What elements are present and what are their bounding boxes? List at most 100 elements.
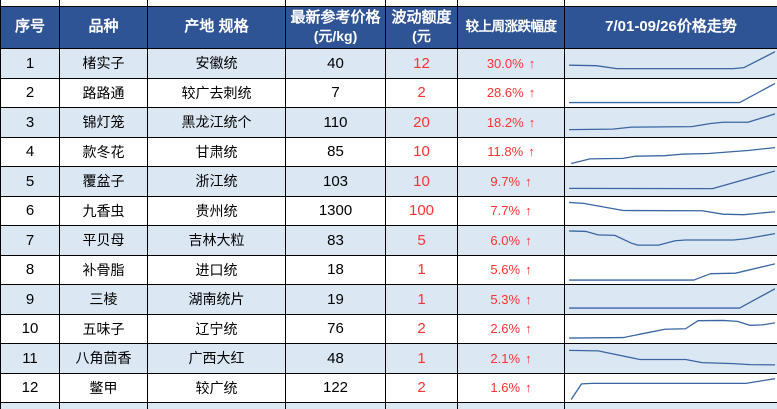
cell-weekly-change: 2.6% ↑ <box>458 314 565 343</box>
cell-index: 11 <box>1 344 60 373</box>
header-index: 序号 <box>1 7 60 48</box>
cell-weekly-change: 30.0% ↑ <box>458 49 565 78</box>
change-value: 28.6% <box>486 85 524 101</box>
table-row: 7 平贝母 吉林大粒 83 5 6.0% ↑ <box>1 226 777 256</box>
cell-fluctuation: 2 <box>386 373 458 402</box>
cell-price: 85 <box>286 137 386 166</box>
grid-cell <box>1 0 60 6</box>
grid-cell <box>458 0 565 6</box>
change-value: 6.0% <box>490 232 521 248</box>
up-arrow-icon: ↑ <box>528 114 536 130</box>
cell-weekly-change: 9.7% ↑ <box>458 167 565 196</box>
up-arrow-icon: ↑ <box>525 380 532 396</box>
cell-index: 10 <box>1 314 60 343</box>
up-arrow-icon: ↑ <box>528 55 536 71</box>
cell-index: 3 <box>1 108 60 137</box>
header-fluct-line1: 波动额度 <box>391 9 452 27</box>
cell-fluctuation: 10 <box>386 167 458 196</box>
grid-cell <box>286 403 386 409</box>
cell-price: 76 <box>286 314 386 343</box>
cell-variety: 路路通 <box>60 78 148 107</box>
header-origin-spec: 产地 规格 <box>148 7 286 48</box>
trend-sparkline <box>567 287 775 312</box>
change-value: 2.6% <box>490 321 521 337</box>
cell-trend <box>565 108 777 137</box>
header-fluct-unit: (元 <box>412 28 431 45</box>
up-arrow-icon: ↑ <box>525 350 532 366</box>
cell-origin-spec: 较广统 <box>148 373 286 402</box>
cell-fluctuation: 20 <box>386 108 458 137</box>
table-row: 11 八角茴香 广西大红 48 1 2.1% ↑ <box>1 344 777 374</box>
table-row: 5 覆盆子 浙江统 103 10 9.7% ↑ <box>1 167 777 197</box>
trend-sparkline <box>567 51 775 76</box>
grid-cell <box>565 403 777 409</box>
cell-index: 1 <box>1 49 60 78</box>
cell-weekly-change: 6.0% ↑ <box>458 226 565 255</box>
table-row: 12 鳖甲 较广统 122 2 1.6% ↑ <box>1 373 777 403</box>
table-row: 8 补骨脂 进口统 18 1 5.6% ↑ <box>1 255 777 285</box>
cell-price: 18 <box>286 255 386 284</box>
header-variety: 品种 <box>60 7 148 48</box>
trend-sparkline <box>567 199 775 224</box>
grid-cell <box>565 0 777 6</box>
cell-price: 122 <box>286 373 386 402</box>
cell-index: 6 <box>1 196 60 225</box>
cell-price: 110 <box>286 108 386 137</box>
cell-index: 8 <box>1 255 60 284</box>
cell-weekly-change: 1.6% ↑ <box>458 373 565 402</box>
cell-variety: 平贝母 <box>60 226 148 255</box>
cell-trend <box>565 79 777 108</box>
cell-weekly-change: 2.1% ↑ <box>458 344 565 373</box>
table-row: 2 路路通 较广去刺统 7 2 28.6% ↑ <box>1 78 777 108</box>
up-arrow-icon: ↑ <box>525 321 532 337</box>
bottom-partial-row <box>1 403 777 409</box>
cell-trend <box>565 374 777 403</box>
cell-origin-spec: 湖南统片 <box>148 285 286 314</box>
cell-origin-spec: 甘肃统 <box>148 137 286 166</box>
cell-trend <box>565 167 777 196</box>
cell-index: 9 <box>1 285 60 314</box>
cell-origin-spec: 安徽统 <box>148 49 286 78</box>
trend-sparkline <box>567 317 775 342</box>
up-arrow-icon: ↑ <box>528 144 535 160</box>
cell-variety: 楮实子 <box>60 49 148 78</box>
cell-trend <box>565 315 777 344</box>
change-value: 18.2% <box>486 114 524 130</box>
cell-fluctuation: 12 <box>386 49 458 78</box>
cell-weekly-change: 11.8% ↑ <box>458 137 565 166</box>
cell-fluctuation: 5 <box>386 226 458 255</box>
change-value: 9.7% <box>490 173 521 189</box>
change-value: 5.6% <box>490 262 521 278</box>
grid-cell <box>60 0 148 6</box>
cell-weekly-change: 18.2% ↑ <box>458 108 565 137</box>
table-row: 9 三棱 湖南统片 19 1 5.3% ↑ <box>1 285 777 315</box>
table-header: 序号 品种 产地 规格 最新参考价格 (元/kg) 波动额度 (元 较上周涨跌幅… <box>1 6 777 49</box>
header-price-unit: (元/kg) <box>313 28 358 45</box>
up-arrow-icon: ↑ <box>525 173 532 189</box>
cell-weekly-change: 5.6% ↑ <box>458 255 565 284</box>
cell-index: 7 <box>1 226 60 255</box>
cell-index: 2 <box>1 78 60 107</box>
cell-fluctuation: 2 <box>386 314 458 343</box>
change-value: 1.6% <box>490 380 521 396</box>
cell-trend <box>565 256 777 285</box>
change-value: 11.8% <box>487 144 524 160</box>
grid-cell <box>148 0 286 6</box>
table-row: 3 锦灯笼 黑龙江统个 110 20 18.2% ↑ <box>1 108 777 138</box>
table-row: 1 楮实子 安徽统 40 12 30.0% ↑ <box>1 49 777 79</box>
header-fluctuation: 波动额度 (元 <box>386 7 458 48</box>
trend-sparkline <box>567 110 775 135</box>
trend-sparkline <box>567 346 775 371</box>
cell-origin-spec: 进口统 <box>148 255 286 284</box>
cell-fluctuation: 100 <box>386 196 458 225</box>
header-price-trend: 7/01-09/26价格走势 <box>605 18 737 36</box>
cell-weekly-change: 28.6% ↑ <box>458 78 565 107</box>
cell-variety: 补骨脂 <box>60 255 148 284</box>
cell-weekly-change: 5.3% ↑ <box>458 285 565 314</box>
trend-sparkline <box>567 140 775 165</box>
cell-origin-spec: 贵州统 <box>148 196 286 225</box>
cell-fluctuation: 1 <box>386 344 458 373</box>
up-arrow-icon: ↑ <box>525 291 532 307</box>
cell-index: 5 <box>1 167 60 196</box>
